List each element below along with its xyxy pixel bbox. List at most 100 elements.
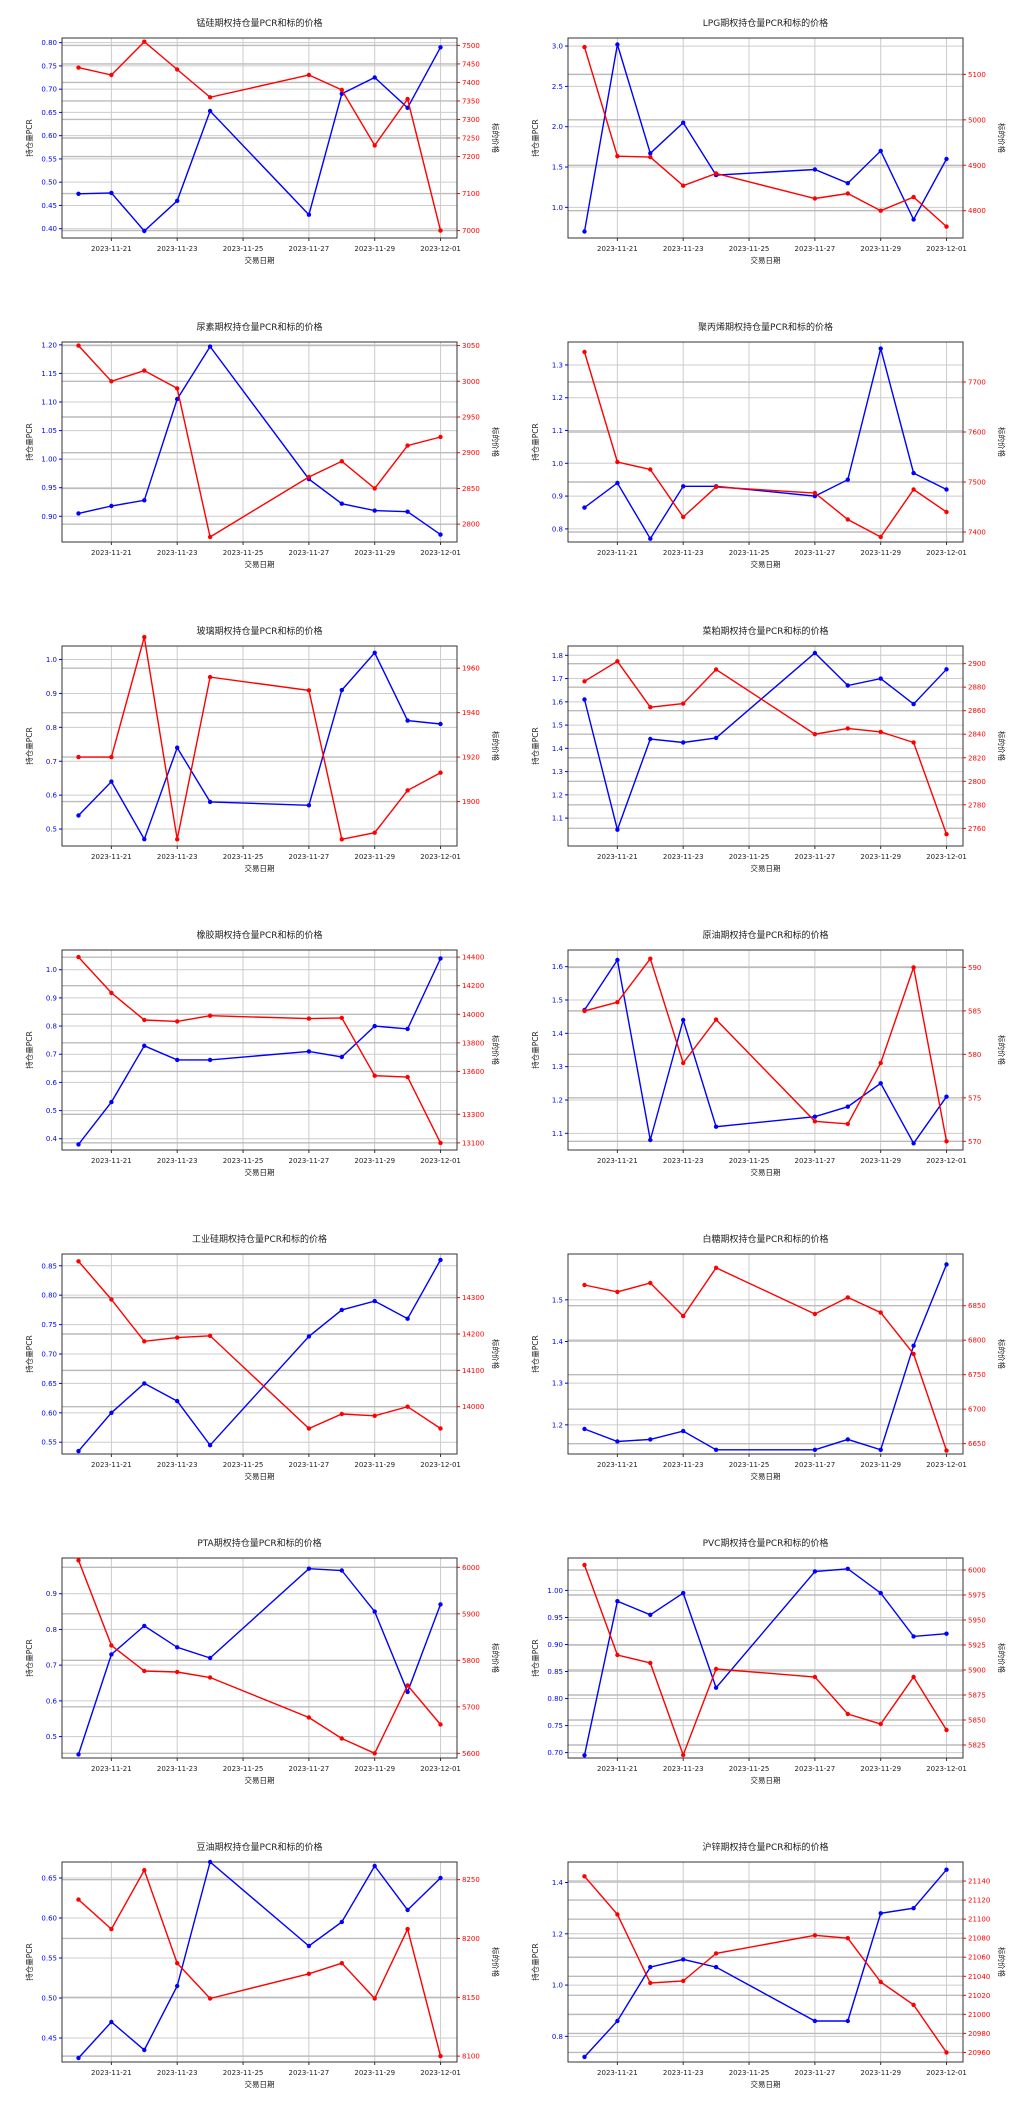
- y-right-tick-label: 6750: [968, 1371, 986, 1379]
- chart-panel: 沪锌期权持仓量PCR和标的价格 2023-11-21 2023-11-23 2023-…: [506, 1824, 1011, 2124]
- pcr-data-point: [911, 1141, 916, 1146]
- chart-title: 原油期权持仓量PCR和标的价格: [703, 929, 829, 941]
- plot-frame: [567, 645, 964, 847]
- x-tick-label: 2023-12-01: [420, 245, 461, 253]
- y-right-tick-label: 14200: [462, 1331, 484, 1339]
- price-data-point: [713, 484, 719, 490]
- pcr-data-point: [582, 697, 587, 702]
- price-data-point: [812, 1311, 818, 1317]
- price-data-point: [438, 2053, 443, 2059]
- x-tick-label: 2023-11-29: [354, 1157, 395, 1165]
- chart-title: 锰硅期权持仓量PCR和标的价格: [197, 17, 323, 29]
- pcr-data-point: [713, 735, 719, 741]
- pcr-data-point: [648, 1137, 653, 1143]
- x-axis-label: 交易日期: [245, 863, 275, 873]
- price-data-point: [372, 486, 377, 491]
- price-data-point: [845, 726, 850, 731]
- y-right-tick-label: 2780: [968, 801, 986, 809]
- x-tick-label: 2023-11-27: [289, 1461, 330, 1469]
- price-series-line: [78, 40, 442, 231]
- pcr-data-point: [207, 344, 213, 349]
- chart-title: 豆油期权持仓量PCR和标的价格: [197, 1841, 323, 1853]
- price-data-point: [207, 1333, 213, 1338]
- price-data-point: [405, 1404, 410, 1409]
- x-tick-label: 2023-11-27: [289, 549, 330, 557]
- pcr-data-point: [405, 1907, 410, 1913]
- chart-panel: 原油期权持仓量PCR和标的价格 2023-11-21 2023-11-23 2023-…: [506, 912, 1011, 1212]
- y-left-tick-label: 1.5: [552, 997, 563, 1005]
- plot-frame: [61, 949, 458, 1151]
- y-right-tick-label: 8150: [462, 1994, 480, 2002]
- x-tick-label: 2023-11-23: [157, 1765, 198, 1773]
- y-left-axis-label: 持仓量PCR: [530, 1031, 540, 1068]
- pcr-data-point: [812, 1114, 818, 1119]
- pcr-series-line: [77, 1259, 442, 1452]
- pcr-data-point: [76, 1448, 81, 1454]
- price-data-point: [648, 467, 653, 472]
- y-left-tick-label: 0.8: [552, 2033, 563, 2041]
- price-data-point: [175, 1961, 180, 1966]
- price-data-point: [878, 208, 883, 213]
- y-left-tick-label: 0.7: [46, 1662, 57, 1670]
- y-left-tick-label: 1.4: [552, 1338, 564, 1346]
- price-data-point: [306, 1971, 312, 1976]
- y-right-tick-label: 5100: [968, 71, 986, 79]
- chart-panel: 橡胶期权持仓量PCR和标的价格 2023-11-21 2023-11-23 2023-…: [0, 912, 505, 1212]
- x-tick-label: 2023-11-21: [91, 549, 132, 557]
- x-tick-label: 2023-11-25: [223, 1157, 264, 1165]
- price-data-point: [438, 1722, 443, 1727]
- x-tick-label: 2023-11-29: [354, 245, 395, 253]
- pcr-data-point: [109, 2019, 114, 2025]
- pcr-data-point: [648, 536, 653, 541]
- price-data-point: [681, 1313, 686, 1319]
- price-data-point: [109, 1643, 114, 1648]
- x-tick-label: 2023-12-01: [420, 1157, 461, 1165]
- y-right-axis-label: 标的价格: [997, 427, 1007, 457]
- y-right-tick-label: 570: [968, 1138, 981, 1146]
- pcr-data-point: [944, 1631, 949, 1636]
- x-tick-label: 2023-11-29: [354, 1461, 395, 1469]
- x-axis-label: 交易日期: [751, 863, 781, 873]
- price-data-point: [76, 754, 81, 760]
- y-left-tick-label: 1.0: [46, 966, 57, 974]
- y-left-tick-label: 1.6: [552, 698, 564, 706]
- x-axis-label: 交易日期: [751, 559, 781, 569]
- y-left-tick-label: 1.4: [552, 745, 564, 753]
- y-left-tick-label: 0.5: [46, 1733, 57, 1741]
- price-data-point: [878, 1060, 883, 1066]
- price-data-point: [175, 1669, 180, 1675]
- price-data-point: [76, 1897, 81, 1902]
- chart-svg: 白糖期权持仓量PCR和标的价格 2023-11-21 2023-11-23 2023-…: [530, 1233, 1007, 1481]
- plot-frame: [567, 949, 964, 1151]
- y-left-axis-label: 持仓量PCR: [24, 1639, 34, 1676]
- y-left-tick-label: 1.5: [552, 722, 563, 730]
- y-left-axis-label: 持仓量PCR: [24, 727, 34, 764]
- price-data-point: [911, 2002, 916, 2008]
- pcr-data-point: [109, 1099, 114, 1105]
- pcr-data-point: [911, 217, 916, 222]
- pcr-series-line: [77, 958, 442, 1145]
- x-tick-label: 2023-11-29: [860, 245, 901, 253]
- chart-title: PTA期权持仓量PCR和标的价格: [197, 1537, 321, 1549]
- price-series-line: [77, 345, 441, 539]
- pcr-data-point: [615, 2018, 620, 2024]
- y-right-tick-label: 13800: [462, 1039, 484, 1047]
- price-data-point: [582, 1282, 587, 1288]
- pcr-data-point: [76, 2055, 81, 2061]
- y-left-tick-label: 1.3: [552, 1063, 563, 1071]
- pcr-data-point: [438, 1602, 443, 1607]
- price-series-line: [583, 1564, 948, 1758]
- pcr-data-point: [76, 511, 81, 516]
- pcr-data-point: [582, 2054, 587, 2060]
- x-tick-label: 2023-12-01: [420, 853, 461, 861]
- chart-svg: PTA期权持仓量PCR和标的价格 2023-11-21 2023-11-23 2023…: [24, 1537, 501, 1785]
- price-data-point: [372, 830, 377, 835]
- price-data-point: [142, 1017, 147, 1023]
- y-left-tick-label: 0.70: [547, 1749, 563, 1757]
- price-data-point: [911, 740, 916, 745]
- chart-panel: 玻璃期权持仓量PCR和标的价格 2023-11-21 2023-11-23 2023-…: [0, 608, 505, 908]
- pcr-data-point: [306, 1049, 312, 1054]
- y-left-tick-label: 1.1: [552, 815, 563, 823]
- price-data-point: [372, 1996, 377, 2001]
- pcr-data-point: [109, 190, 114, 196]
